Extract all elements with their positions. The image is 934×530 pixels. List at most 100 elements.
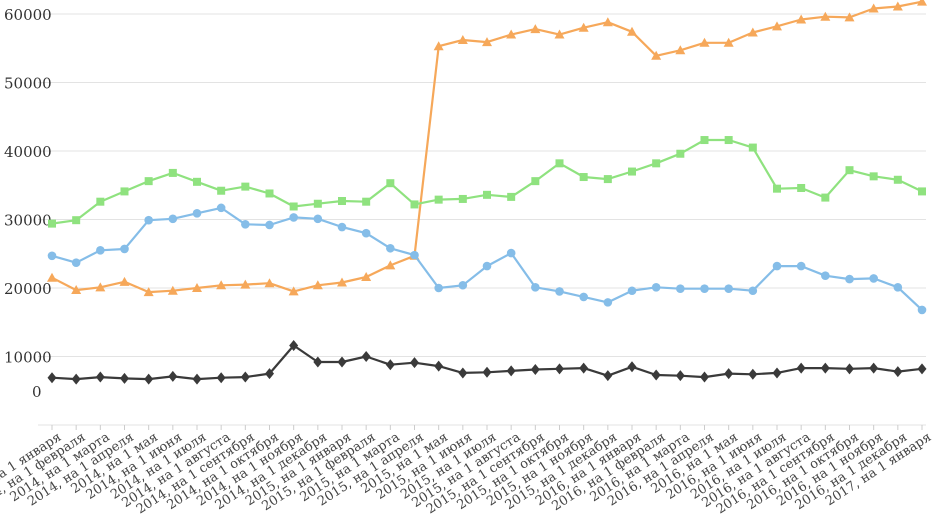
data-point	[821, 271, 830, 280]
data-point	[797, 183, 806, 192]
data-point	[167, 285, 178, 295]
data-point	[675, 370, 685, 382]
data-point	[265, 189, 274, 198]
data-point	[386, 243, 395, 253]
data-point	[361, 272, 372, 282]
data-point	[313, 199, 322, 208]
series-square	[48, 136, 926, 228]
data-point	[337, 277, 347, 287]
data-point	[95, 371, 105, 383]
data-point	[555, 363, 564, 375]
data-point	[71, 373, 81, 385]
data-point	[627, 26, 637, 36]
data-point	[531, 177, 540, 186]
data-point	[700, 284, 709, 293]
series-line	[51, 206, 923, 311]
data-point	[917, 363, 927, 375]
data-point	[555, 159, 564, 168]
data-point	[312, 280, 323, 290]
data-point	[168, 370, 178, 382]
data-point	[193, 177, 201, 186]
data-point	[362, 197, 371, 206]
data-point	[240, 279, 251, 289]
data-point	[796, 14, 807, 24]
data-point	[96, 246, 105, 255]
data-point	[47, 372, 57, 384]
data-point	[216, 280, 227, 290]
data-point	[144, 215, 153, 225]
data-point	[675, 45, 686, 55]
data-point	[628, 167, 636, 176]
data-point	[71, 258, 81, 267]
data-point	[168, 168, 177, 177]
data-point	[651, 369, 661, 381]
data-point	[385, 260, 396, 270]
data-point	[699, 37, 710, 47]
data-point	[892, 1, 903, 11]
data-point	[120, 187, 129, 196]
data-point	[216, 203, 226, 213]
data-point	[579, 173, 588, 182]
data-point	[96, 197, 105, 206]
data-point	[893, 366, 903, 378]
data-point	[506, 248, 516, 258]
y-tick-label: 10000	[4, 349, 52, 367]
data-point	[748, 143, 757, 152]
data-point	[168, 214, 178, 224]
data-point	[433, 41, 444, 51]
data-point	[144, 373, 154, 385]
data-point	[627, 286, 637, 296]
data-point	[434, 360, 444, 372]
data-point	[868, 3, 879, 13]
data-point	[482, 37, 492, 47]
data-point	[192, 209, 202, 218]
data-point	[410, 250, 419, 260]
data-point	[918, 187, 926, 196]
data-point	[241, 219, 250, 229]
series-triangle	[47, 0, 927, 297]
data-point	[602, 17, 613, 27]
data-point	[313, 356, 323, 368]
data-point	[917, 0, 927, 6]
data-point	[700, 136, 709, 145]
data-point	[72, 216, 81, 225]
data-point	[264, 278, 275, 288]
data-point	[434, 283, 443, 293]
data-point	[47, 272, 57, 282]
data-point	[747, 27, 758, 37]
data-point	[265, 220, 274, 230]
data-point	[651, 50, 662, 60]
y-tick-label: 40000	[4, 143, 52, 161]
data-point	[917, 305, 927, 315]
data-point	[844, 12, 855, 22]
grid-layer	[38, 13, 926, 426]
data-point	[893, 283, 903, 292]
series-layer	[47, 0, 927, 385]
data-point	[772, 21, 782, 31]
data-point	[143, 287, 154, 297]
data-point	[458, 280, 468, 290]
data-point	[603, 298, 613, 307]
data-point	[241, 182, 250, 191]
data-point	[748, 368, 758, 380]
data-point	[71, 285, 82, 295]
data-point	[120, 372, 129, 384]
data-point	[724, 136, 733, 145]
data-point	[289, 213, 298, 222]
data-point	[869, 362, 879, 374]
data-point	[457, 35, 468, 45]
data-point	[845, 166, 854, 175]
data-point	[772, 261, 782, 271]
data-point	[820, 11, 831, 21]
data-point	[361, 351, 371, 362]
data-point	[506, 365, 516, 377]
data-point	[530, 364, 540, 376]
data-point	[651, 283, 661, 292]
data-point	[47, 251, 57, 261]
data-point	[434, 195, 443, 204]
data-point	[893, 175, 902, 184]
data-point	[483, 190, 491, 199]
data-point	[289, 202, 298, 211]
